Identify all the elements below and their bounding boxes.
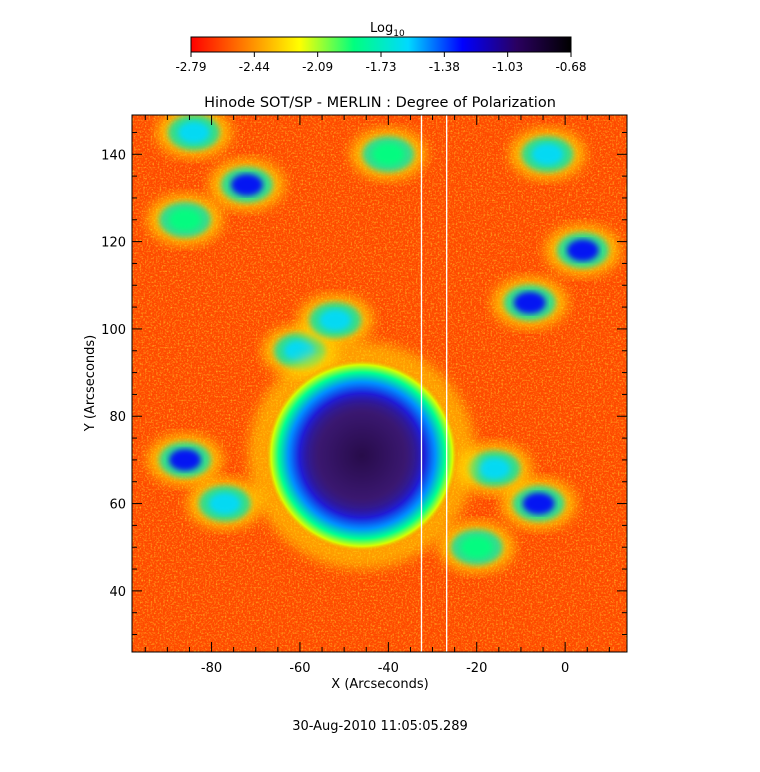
colorbar-tick-label: -1.38 <box>429 60 460 74</box>
y-tick-label: 80 <box>109 410 126 425</box>
x-tick-label: -40 <box>378 661 399 676</box>
x-tick-label: 0 <box>561 661 569 676</box>
sunspot <box>247 341 476 570</box>
x-axis: -80 -60 -40 -20 0 <box>144 115 610 676</box>
colorbar-tick-label: -1.73 <box>365 60 396 74</box>
colorbar: Log10 -2.79 -2.44 -2.09 -1.73 -1.38 -1.03 -0.6… <box>175 21 586 74</box>
plage-patch <box>187 477 263 530</box>
plage-patch <box>147 193 223 246</box>
y-tick-label: 120 <box>101 236 126 251</box>
footer-timestamp: 30-Aug-2010 11:05:05.289 <box>292 719 468 734</box>
plot-frame <box>131 114 628 653</box>
colorbar-gradient <box>190 36 572 53</box>
colorbar-label: Log10 <box>370 21 405 39</box>
plage-patch <box>147 434 223 486</box>
colorbar-ticks: -2.79 -2.44 -2.09 -1.73 -1.38 -1.03 -0.68 <box>175 52 587 74</box>
colorbar-tick-label: -1.03 <box>492 60 523 74</box>
plage-patch <box>545 224 621 277</box>
x-tick-label: -60 <box>289 661 310 676</box>
colorbar-tick-label: -2.09 <box>302 60 333 74</box>
heatmap-plot-area <box>132 115 627 652</box>
y-axis-label: Y (Arcseconds) <box>83 335 98 432</box>
y-tick-label: 140 <box>101 148 126 163</box>
y-axis: 40 60 80 100 120 140 <box>101 131 627 636</box>
plage-patch <box>297 294 374 347</box>
y-tick-label: 40 <box>109 585 126 600</box>
colorbar-tick-label: -0.68 <box>555 60 586 74</box>
plage-patch <box>209 158 285 211</box>
x-tick-label: -20 <box>466 661 487 676</box>
plage-patch <box>509 128 586 181</box>
chart-title: Hinode SOT/SP - MERLIN : Degree of Polar… <box>204 95 556 111</box>
plage-patch <box>156 115 232 159</box>
sunspot-umbra <box>304 398 420 513</box>
y-tick-label: 100 <box>101 323 126 338</box>
plage-patch <box>500 477 577 530</box>
x-tick-label: -80 <box>201 661 222 676</box>
colorbar-tick-label: -2.79 <box>175 60 206 74</box>
plage-patches <box>147 115 621 574</box>
y-tick-label: 60 <box>109 498 126 513</box>
x-axis-label: X (Arcseconds) <box>331 677 428 692</box>
plage-patch <box>438 521 515 574</box>
plage-patch <box>491 276 568 329</box>
vertical-lines <box>420 115 448 652</box>
plage-patch <box>350 128 427 181</box>
colorbar-tick-label: -2.44 <box>239 60 270 74</box>
